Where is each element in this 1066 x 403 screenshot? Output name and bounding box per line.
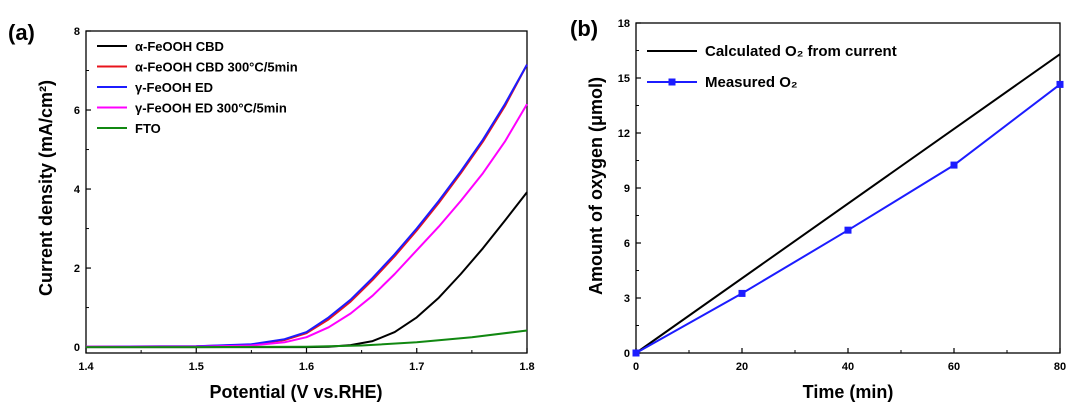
panel-a-label: (a) <box>8 20 35 45</box>
panel-b-data-point <box>738 289 746 297</box>
panel-a-y-tick-label: 4 <box>74 184 81 196</box>
panel-a-legend-label-4: FTO <box>135 121 161 136</box>
panel-a-x-tick-label: 1.8 <box>519 361 534 373</box>
panel-b-x-tick-label: 40 <box>842 361 854 373</box>
panel-b-data-point <box>632 349 640 357</box>
panel-b-series-line-0 <box>635 53 1061 354</box>
panel-b-x-axis-label: Time (min) <box>803 382 894 402</box>
panel-a-x-axis-label: Potential (V vs.RHE) <box>209 382 382 402</box>
panel-a-x-tick-label: 1.6 <box>299 361 314 373</box>
panel-b-x-tick-label: 80 <box>1054 361 1066 373</box>
panel-a-series-line-2 <box>85 64 528 348</box>
panel-b-y-tick-label: 3 <box>624 293 630 305</box>
panel-a-y-axis-label: Current density (mA/cm²) <box>36 80 56 296</box>
panel-b-legend-label-0: Calculated O₂ from current <box>705 43 897 60</box>
panel-a-series-line-4 <box>86 329 528 349</box>
panel-b-label: (b) <box>570 16 598 41</box>
panel-a-legend-label-0: α-FeOOH CBD <box>135 39 224 54</box>
panel-a-y-tick-label: 2 <box>74 263 80 275</box>
panel-a-x-tick-label: 1.5 <box>189 361 204 373</box>
panel-b-series-line-1 <box>635 83 1061 354</box>
panel-b-legend-marker <box>668 78 676 86</box>
panel-b-y-tick-label: 15 <box>618 73 630 85</box>
panel-b-x-tick-label: 20 <box>736 361 748 373</box>
panel-b-data-point <box>950 161 958 169</box>
panel-b-chart: (b) Time (min) Amount of oxygen (μmol) 0… <box>570 16 1066 402</box>
panel-a-legend-label-1: α-FeOOH CBD 300°C/5min <box>135 60 298 75</box>
panel-b-legend-label-1: Measured O₂ <box>705 74 798 91</box>
panel-a-y-tick-label: 0 <box>74 342 80 354</box>
panel-b-plot-frame <box>635 22 1061 354</box>
panel-b-y-axis-label: Amount of oxygen (μmol) <box>586 77 606 295</box>
panel-a-series-line-3 <box>86 103 528 348</box>
panel-b-x-tick-label: 0 <box>633 361 639 373</box>
panel-a-legend-label-3: γ-FeOOH ED 300°C/5min <box>135 101 287 116</box>
panel-b-data-point <box>844 226 852 234</box>
panel-a-series-line-0 <box>86 191 528 349</box>
panel-b-y-tick-label: 6 <box>624 238 630 250</box>
panel-a-chart: (a) Potential (V vs.RHE) Current density… <box>8 20 535 402</box>
panel-b-y-tick-label: 0 <box>624 348 630 360</box>
panel-b-y-tick-label: 18 <box>618 18 630 30</box>
panel-a-x-tick-label: 1.7 <box>409 361 424 373</box>
panel-b-x-tick-label: 60 <box>948 361 960 373</box>
panel-b-y-tick-label: 9 <box>624 183 630 195</box>
panel-b-y-tick-label: 12 <box>618 128 630 140</box>
panel-b-data-point <box>1056 80 1064 88</box>
panel-a-y-tick-label: 6 <box>74 105 80 117</box>
panel-a-legend-label-2: γ-FeOOH ED <box>135 80 213 95</box>
panel-a-y-tick-label: 8 <box>74 26 80 38</box>
panel-a-x-tick-label: 1.4 <box>78 361 94 373</box>
